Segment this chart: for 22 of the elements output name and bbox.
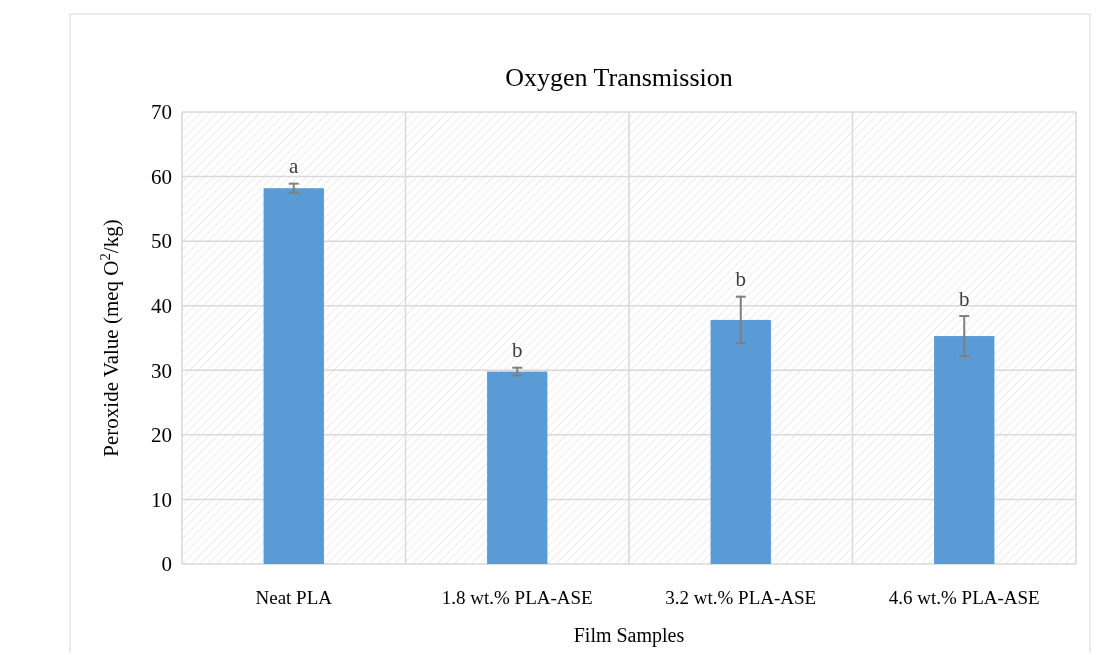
y-tick-label: 20 (151, 423, 172, 448)
x-tick-label: 1.8 wt.% PLA-ASE (441, 587, 593, 608)
y-tick-label: 0 (161, 552, 172, 577)
x-axis-title: Film Samples (573, 624, 685, 647)
y-tick-label: 50 (151, 229, 172, 254)
bar (934, 336, 995, 564)
y-tick-label: 10 (151, 487, 172, 512)
y-tick-label: 70 (151, 100, 172, 125)
annotation: b (735, 267, 746, 292)
bar (487, 371, 548, 564)
y-tick-label: 60 (151, 164, 172, 189)
annotation: b (959, 287, 970, 312)
x-tick-label: Neat PLA (255, 587, 333, 608)
y-tick-label: 40 (151, 294, 172, 319)
y-tick-label: 30 (151, 358, 172, 383)
bar (263, 188, 324, 564)
bar (710, 319, 771, 564)
chart-title: Oxygen Transmission (505, 63, 733, 92)
annotation: b (512, 338, 523, 363)
annotation: a (289, 154, 300, 179)
x-tick-label: 4.6 wt.% PLA-ASE (888, 587, 1040, 608)
x-tick-label: 3.2 wt.% PLA-ASE (665, 587, 817, 608)
